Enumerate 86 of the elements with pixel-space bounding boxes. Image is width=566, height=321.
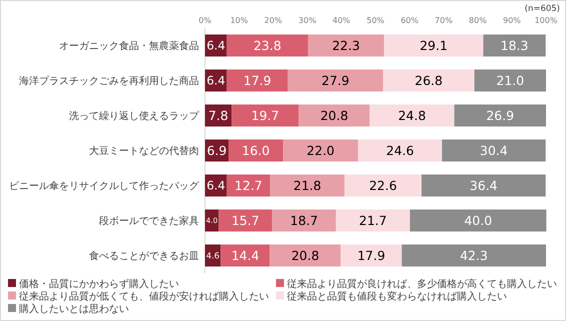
x-tick-label: 90% <box>503 16 522 25</box>
data-label: 17.9 <box>243 73 272 88</box>
bar <box>454 104 546 126</box>
bar <box>358 140 442 162</box>
bar <box>270 244 341 266</box>
data-label: 14.4 <box>231 248 260 263</box>
y-tick-label: 大豆ミートなどの代替肉 <box>89 145 199 157</box>
y-tick-label: 洗って繰り返し使えるラップ <box>69 110 200 122</box>
data-label: 23.8 <box>253 38 282 53</box>
x-tick-label: 0% <box>198 16 212 25</box>
x-tick-label: 10% <box>230 16 248 25</box>
data-label: 6.4 <box>206 38 226 53</box>
data-label: 15.7 <box>231 213 260 228</box>
data-label: 12.7 <box>234 178 262 193</box>
data-label: 4.6 <box>206 250 220 261</box>
data-label: 36.4 <box>470 178 498 193</box>
y-tick-label: 海洋プラスチックごみを再利用した商品 <box>19 75 199 87</box>
data-label: 20.8 <box>320 108 348 123</box>
bar <box>270 174 344 196</box>
x-tick-label: 40% <box>332 16 351 25</box>
data-label: 26.9 <box>486 108 514 123</box>
bar <box>340 244 402 266</box>
bar <box>228 140 284 162</box>
bar <box>383 70 474 92</box>
x-tick-label: 100% <box>534 16 558 25</box>
bar <box>232 104 299 126</box>
data-label: 18.7 <box>290 213 318 228</box>
bar <box>483 34 546 56</box>
data-label: 21.0 <box>496 73 524 88</box>
text: (n=605) <box>524 4 560 14</box>
x-tick-label: 70% <box>434 16 453 25</box>
legend-label: 従来品より品質が低くても、値段が安ければ購入したい <box>19 290 269 302</box>
data-label: 20.8 <box>291 248 320 263</box>
data-label: 17.9 <box>357 248 386 263</box>
data-label: 22.0 <box>306 143 335 158</box>
x-tick-label: 60% <box>400 16 419 25</box>
bar <box>336 210 410 232</box>
data-label: 18.3 <box>500 38 528 53</box>
bar <box>226 34 308 56</box>
data-label: 22.6 <box>369 178 397 193</box>
bar <box>298 104 370 126</box>
data-label: 19.7 <box>251 108 280 123</box>
legend-label: 価格・品質にかかわらず購入したい <box>19 278 179 290</box>
bar <box>474 70 546 92</box>
data-label: 26.8 <box>414 73 443 88</box>
bar <box>410 210 546 232</box>
bar <box>442 140 546 162</box>
bar <box>226 70 288 92</box>
bar <box>384 34 484 56</box>
y-tick-label: オーガニック食品・無農薬食品 <box>59 40 199 52</box>
data-label: 7.8 <box>208 108 228 123</box>
x-tick-label: 30% <box>298 16 317 25</box>
data-label: 6.4 <box>206 178 226 193</box>
data-label: 40.0 <box>464 213 492 228</box>
bar <box>344 174 422 196</box>
y-tick-label: 食べることができるお皿 <box>89 250 199 262</box>
bar <box>288 70 383 92</box>
data-label: 24.8 <box>398 108 426 123</box>
bar <box>272 210 336 232</box>
data-label: 6.9 <box>206 143 227 158</box>
bar <box>283 140 358 162</box>
data-label: 6.4 <box>206 74 226 88</box>
y-tick-label: 段ボールでできた家具 <box>99 215 199 227</box>
data-label: 42.3 <box>460 248 488 263</box>
bar <box>422 174 546 196</box>
bar <box>226 174 270 196</box>
legend-label: 購入したいとは思わない <box>19 303 129 315</box>
legend-label: 従来品と品質も値段も変わらなければ購入したい <box>287 290 507 302</box>
legend-label: 従来品より品質が良ければ、多少価格が高くても購入したい <box>287 278 557 290</box>
y-tick-label: ビニール傘をリサイクルして作ったバッグ <box>9 180 200 192</box>
data-label: 21.8 <box>293 178 322 193</box>
data-label: 27.9 <box>322 73 350 88</box>
bar <box>220 244 270 266</box>
data-label: 29.1 <box>420 38 448 53</box>
data-label: 16.0 <box>242 143 270 158</box>
bar <box>218 210 272 232</box>
data-label: 21.7 <box>359 213 387 228</box>
x-tick-label: 20% <box>264 16 282 25</box>
data-label: 22.3 <box>332 38 360 53</box>
bar <box>370 104 454 126</box>
bar <box>308 34 384 56</box>
x-tick-label: 80% <box>468 16 488 25</box>
data-label: 24.6 <box>386 143 414 158</box>
x-tick-label: 50% <box>366 16 385 25</box>
bar <box>402 244 546 266</box>
data-label: 30.4 <box>480 143 508 158</box>
